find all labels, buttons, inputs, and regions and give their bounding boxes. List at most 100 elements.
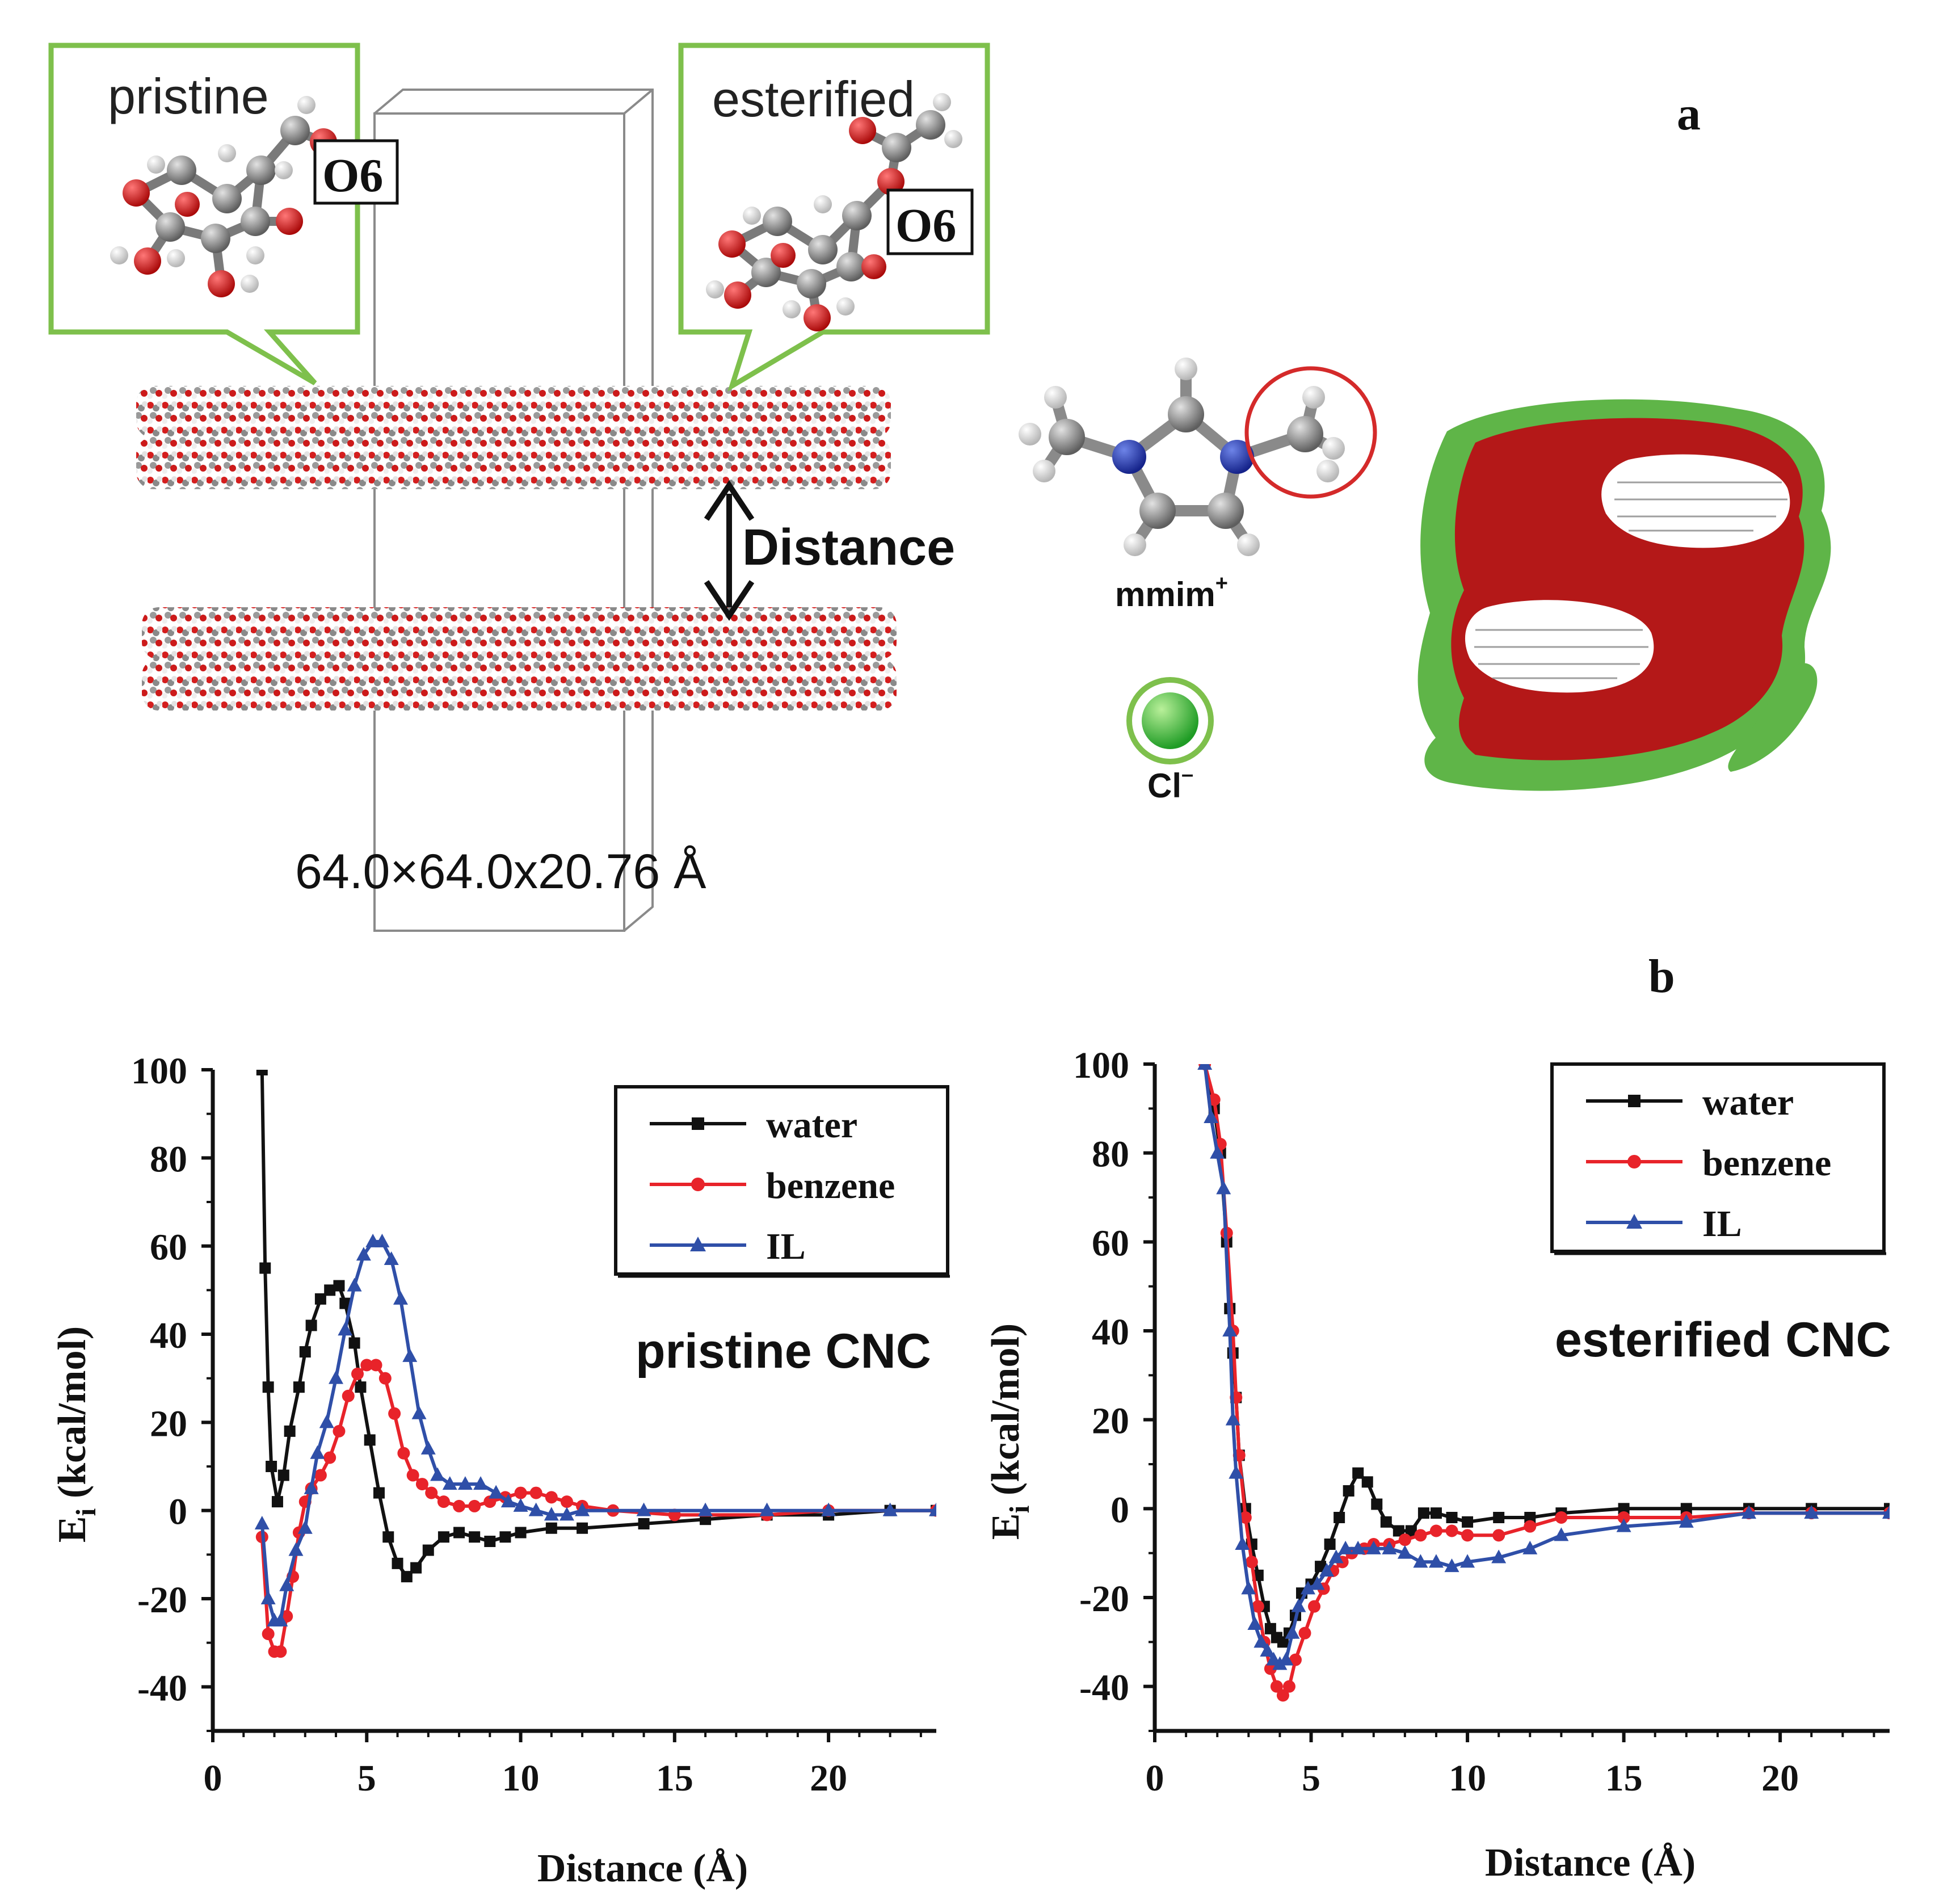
data-point [1264,1662,1277,1675]
pristine-cnc-chart: 100 80 60 40 20 0 -20 -40 0 5 10 15 20 Distance (Å) Ei… [51,1050,950,1890]
data-point [1338,1540,1353,1554]
data-point [277,1469,289,1481]
data-point [545,1491,558,1504]
data-point [347,1277,362,1292]
chart-title: esterified CNC [1555,1313,1891,1367]
chloride-anion [1126,677,1214,764]
data-point [438,1531,449,1543]
data-point [1680,1503,1692,1515]
legend-entry-water: water [1586,1082,1794,1123]
data-point [698,1502,713,1516]
x-tick-label: 10 [1449,1758,1486,1799]
data-point [1413,1554,1428,1568]
data-point [1343,1485,1355,1497]
esterified-o6-label: O6 [895,199,956,252]
x-axis-label: Distance (Å) [537,1847,748,1890]
data-point [1324,1539,1336,1550]
pristine-glucose-molecule [110,96,337,297]
x-tick-label: 20 [810,1758,847,1799]
data-point [499,1531,511,1543]
data-point [351,1367,364,1380]
data-point [279,1577,295,1591]
data-point [1260,1643,1275,1657]
data-point [256,1070,268,1075]
data-point [355,1381,367,1393]
data-point [356,1247,371,1261]
data-point [1301,1581,1316,1595]
data-point [513,1498,528,1512]
data-point [1277,1636,1289,1648]
data-point [1298,1626,1311,1640]
y-axis-label: Ei (kcal/mol) [51,1326,102,1542]
data-point [393,1291,408,1305]
legend-marker [1628,1095,1640,1107]
pristine-o6-box [313,139,399,205]
esterified-cnc-chart: 100 80 60 40 20 0 -20 -40 0 5 10 15 20 Distance (Å) Ei… [984,1045,1891,1885]
data-point [299,1346,311,1358]
series-line [1203,1064,1890,1667]
data-point [348,1337,360,1349]
y-axis-label: Ei (kcal/mol) [984,1323,1035,1540]
legend-label: water [766,1104,857,1146]
data-point [882,1502,898,1516]
data-point [1882,1505,1890,1519]
data-point [1291,1598,1306,1612]
data-point [1460,1554,1475,1568]
data-point [1444,1558,1459,1573]
legend-entry-benzene: benzene [650,1165,895,1207]
y-tick-label: -20 [137,1579,187,1621]
y-tick-label: 0 [1110,1489,1129,1531]
data-point [323,1451,336,1464]
data-point [577,1522,588,1534]
data-point [1278,1651,1294,1666]
data-point [514,1486,527,1499]
data-point [1241,1581,1256,1595]
y-tick-label: 40 [1092,1312,1129,1353]
series-il [1197,1064,1890,1670]
data-point [266,1461,277,1472]
anion-label: Cl– [1147,763,1193,805]
data-point [457,1476,473,1490]
cellulose-sheet-4 [142,658,897,711]
mmim-cation-molecule [1019,358,1377,556]
data-point [1446,1512,1458,1523]
panel-b-label: b [1648,950,1675,1003]
data-point [1616,1518,1631,1532]
data-point [544,1507,559,1521]
pristine-o6-label: O6 [322,149,383,202]
data-point [273,1612,288,1626]
data-point [360,1359,373,1372]
cellulose-sheet-3 [142,607,897,659]
data-point [1430,1507,1442,1519]
cnc-layer-bottom [142,607,897,711]
box-dimensions: 64.0×64.0x20.76 Å [295,844,706,899]
data-point [1405,1525,1417,1537]
methyl-highlight-circle [1244,366,1377,499]
x-tick-label: 10 [502,1758,540,1799]
y-tick-label: 60 [150,1227,187,1268]
data-point [392,1557,403,1569]
y-tick-label: 80 [1092,1134,1129,1175]
data-point [1282,1680,1295,1693]
data-point [1229,1465,1244,1479]
data-point [1208,1093,1221,1106]
data-point [365,1233,381,1247]
data-point [1310,1576,1325,1590]
legend-marker [1627,1155,1641,1169]
data-point [260,1591,276,1604]
data-point [489,1485,504,1499]
data-point [1617,1511,1630,1524]
cnc-layer-top [136,386,891,489]
data-point [1245,1556,1258,1569]
data-point [1493,1512,1505,1523]
data-point [425,1486,438,1499]
data-point [411,1405,427,1419]
pristine-title: pristine [108,68,269,124]
distance-arrow [704,480,755,621]
data-point [468,1499,481,1512]
pristine-callout: pristine [48,43,399,385]
data-point [293,1381,305,1393]
data-point [402,1348,418,1362]
data-point [1522,1540,1538,1554]
legend-box [1550,1062,1886,1253]
